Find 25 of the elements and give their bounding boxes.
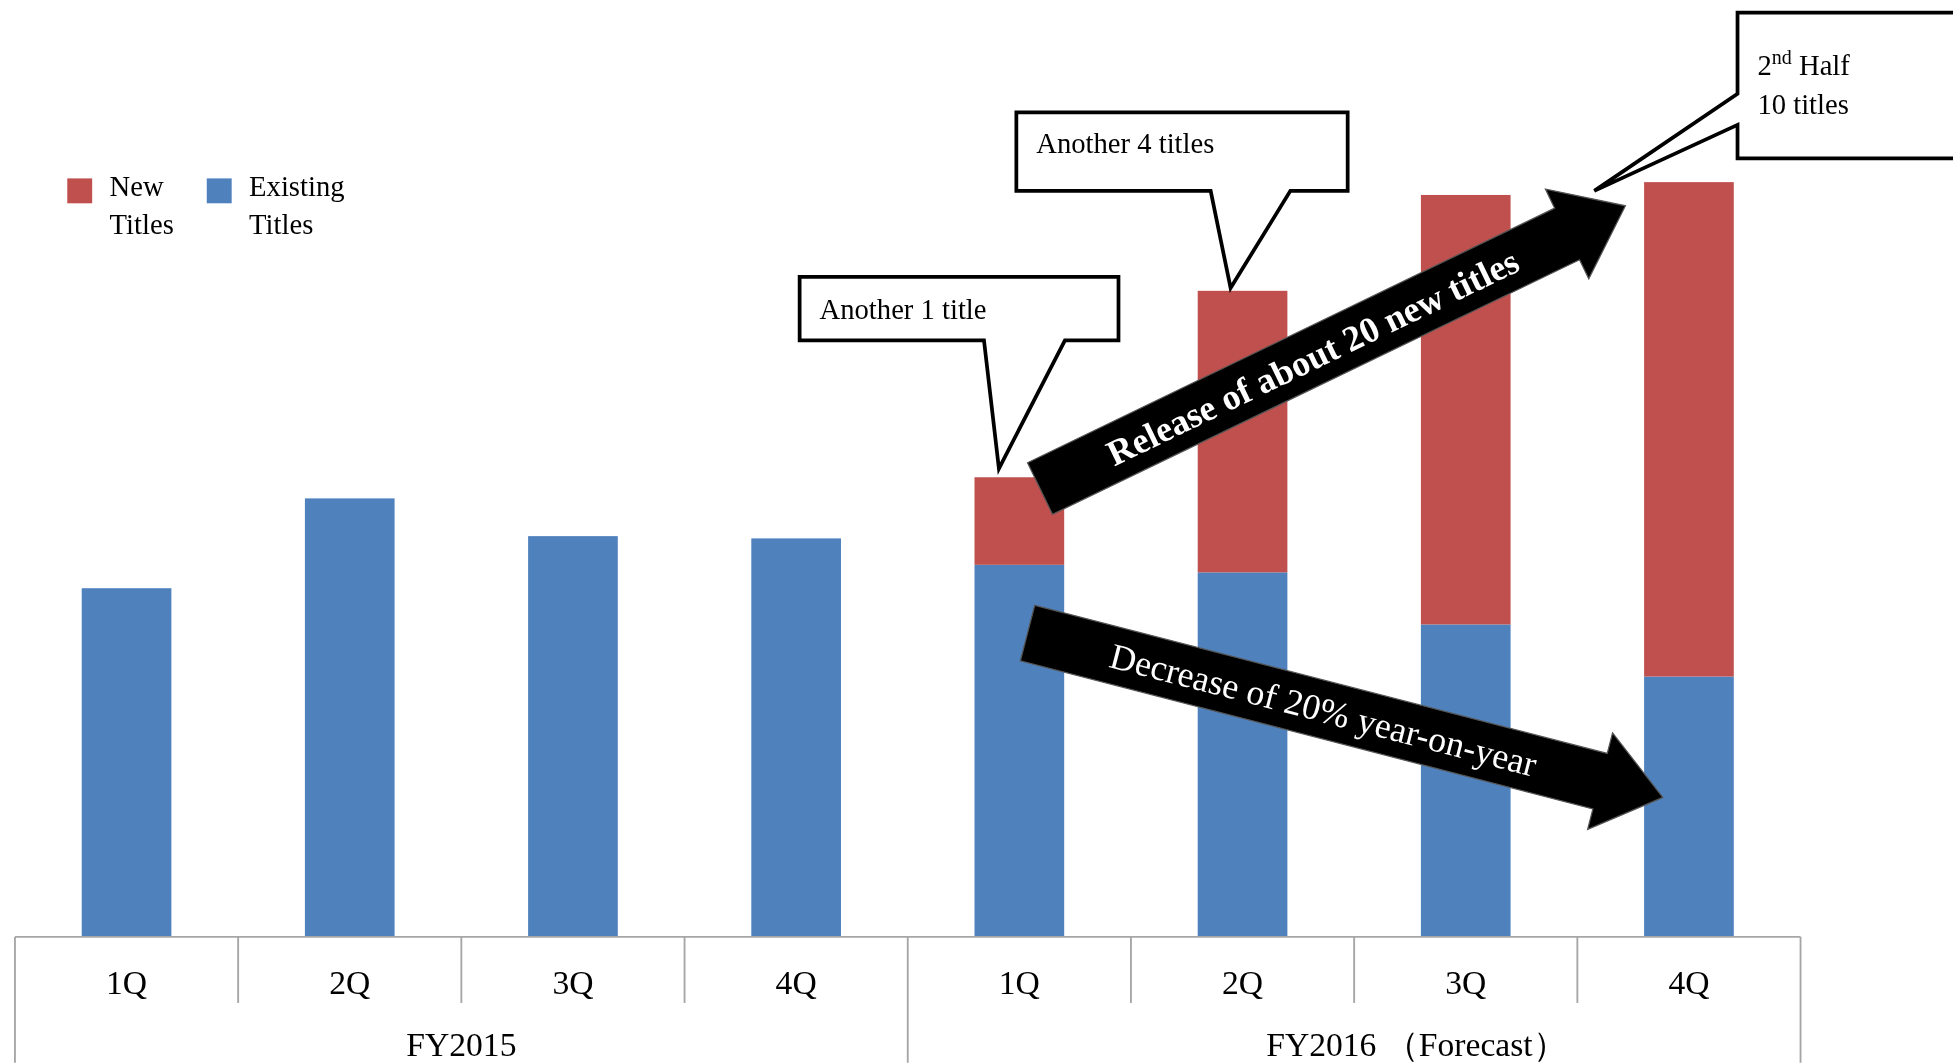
- annotation: Decrease of 20% year-on-year: [1105, 635, 1542, 785]
- legend-label: New Titles: [109, 169, 174, 241]
- x-tick-label: 4Q: [775, 964, 817, 1002]
- x-tick-label: 2Q: [1222, 964, 1264, 1002]
- x-tick-label: 1Q: [998, 964, 1040, 1002]
- x-tick-label: 3Q: [552, 964, 594, 1002]
- text: FY2016 （Forecast）: [1266, 1026, 1567, 1063]
- bar: [751, 538, 841, 937]
- text: 2$^{nd}$ Half 10 titles: [1757, 46, 1851, 120]
- annotation: Another 1 title: [819, 293, 987, 326]
- bar: [1644, 182, 1734, 677]
- x-tick-label: 4Q: [1668, 964, 1710, 1002]
- bar: [974, 564, 1065, 937]
- bar: [528, 536, 618, 937]
- text: Another 4 titles: [1036, 127, 1215, 160]
- picture-arrow: Decrease of 20% year-on-year: [1019, 604, 1664, 831]
- x-tick-label: 3Q: [1445, 964, 1487, 1002]
- x-tick-label: 2Q: [329, 964, 371, 1002]
- bar: [1644, 676, 1734, 937]
- text: FY2015: [406, 1026, 517, 1063]
- x-tick-label: 1Q: [106, 964, 148, 1002]
- bar: [81, 588, 172, 937]
- bar: [974, 477, 1065, 565]
- bar: [304, 498, 395, 937]
- legend-label: Existing Titles: [249, 169, 345, 241]
